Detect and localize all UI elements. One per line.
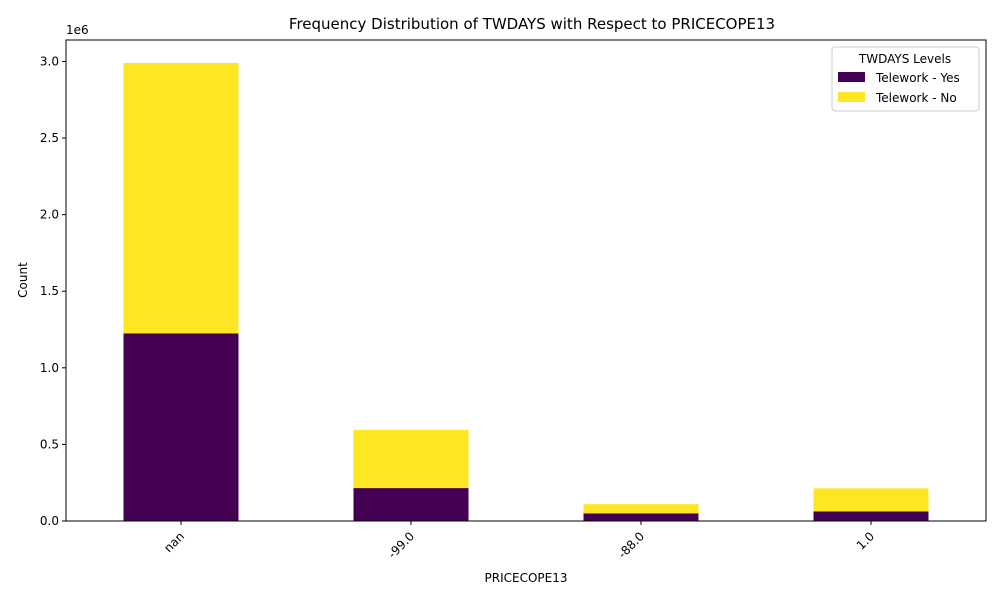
y-tick-label: 3.0 [40,54,59,68]
y-axis-ticks: 0.0 0.5 1.0 1.5 2.0 2.5 3.0 [40,54,66,528]
legend-label-no: Telework - No [875,91,957,105]
y-axis-offset-label: 1e6 [66,23,89,37]
x-tick-label: -88.0 [615,529,647,561]
legend-items: Telework - Yes Telework - No [838,71,960,105]
legend: TWDAYS Levels Telework - Yes Telework - N… [831,46,980,112]
legend-label-yes: Telework - Yes [875,71,960,85]
chart-title: Frequency Distribution of TWDAYS with Re… [289,15,775,33]
legend-box [831,46,980,112]
bars-group [123,62,929,521]
bar-no-1 [353,429,469,489]
x-axis-label: PRICECOPE13 [485,571,568,585]
y-axis-label: Count [16,262,30,298]
bar-yes-1 [353,488,469,521]
y-tick-label: 1.0 [40,361,59,375]
bar-no-2 [583,504,699,514]
y-tick-label: 1.5 [40,284,59,298]
bar-no-3 [813,488,929,512]
y-tick-label: 2.5 [40,131,59,145]
x-axis-ticks: nan -99.0 -88.0 1.0 [161,521,877,561]
x-tick-label: -99.0 [385,529,417,561]
legend-swatch-yes [838,72,865,82]
x-tick-label: 1.0 [854,529,877,552]
legend-swatch-no [838,92,865,102]
bar-yes-0 [123,333,239,521]
x-tick-label: nan [161,529,187,555]
y-tick-label: 0.0 [40,514,59,528]
bar-yes-2 [583,513,699,521]
y-tick-label: 0.5 [40,437,59,451]
plot-area-frame [65,39,987,522]
bar-yes-3 [813,511,929,521]
bar-no-0 [123,62,239,334]
y-tick-label: 2.0 [40,208,59,222]
legend-title: TWDAYS Levels [858,52,951,66]
